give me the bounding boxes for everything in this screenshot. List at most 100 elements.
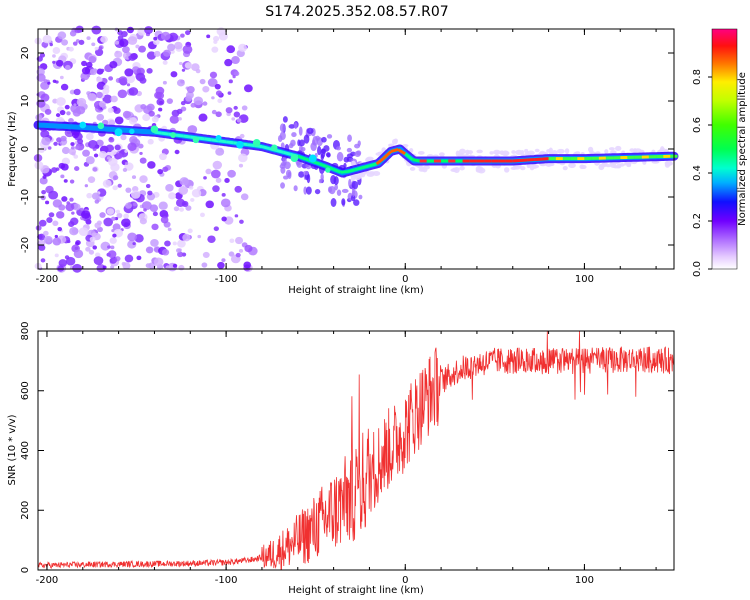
snr-series bbox=[37, 330, 675, 571]
spectrogram-noise-blob bbox=[145, 246, 154, 254]
spectrogram-smear-blob bbox=[312, 136, 319, 146]
spectrogram-noise-blob bbox=[42, 230, 49, 236]
spectrogram-noise-blob bbox=[238, 43, 248, 52]
spectrogram-ridge-segment bbox=[369, 162, 377, 168]
spectrogram-noise-blob bbox=[129, 117, 138, 125]
snr-panel: -200 -100 0 100 0 200 400 600 800 Height of str… bbox=[7, 321, 675, 596]
spectrogram-noise-blob bbox=[176, 79, 185, 87]
spectrogram-halo-blob bbox=[610, 164, 617, 168]
spectrogram-noise-blob bbox=[73, 154, 79, 159]
spectrogram-noise-blob bbox=[172, 263, 178, 268]
spectrogram-noise-blob bbox=[239, 219, 244, 224]
spectrogram-noise-blob bbox=[73, 103, 77, 107]
spectrogram-halo-blob bbox=[354, 174, 361, 179]
spectrogram-noise-blob bbox=[179, 177, 189, 186]
spectrogram-y-tick-label: -20 bbox=[20, 237, 31, 253]
spectrogram-smear-blob bbox=[280, 182, 285, 189]
spectrogram-noise-blob bbox=[240, 193, 249, 201]
spectrogram-noise-blob bbox=[207, 235, 216, 244]
spectrogram-noise-blob bbox=[149, 204, 159, 212]
spectrogram-noise-blob bbox=[72, 108, 82, 117]
spectrogram-noise-blob bbox=[185, 95, 193, 102]
spectrogram-noise-blob bbox=[114, 40, 120, 45]
spectrogram-noise-blob bbox=[77, 138, 84, 144]
spectrogram-ridge-dot bbox=[215, 134, 222, 141]
spectrogram-noise-blob bbox=[234, 214, 239, 218]
spectrogram-halo-blob bbox=[453, 166, 460, 173]
spectrogram-noise-blob bbox=[178, 186, 189, 195]
spectrogram-noise-blob bbox=[102, 94, 113, 104]
spectrogram-ridge-segment bbox=[225, 140, 234, 145]
spectrogram-noise-blob bbox=[160, 31, 171, 41]
spectrogram-noise-blob bbox=[151, 223, 159, 231]
spectrogram-noise-blob bbox=[190, 198, 195, 202]
spectrogram-noise-blob bbox=[176, 248, 182, 253]
colorbar-tick-label: 0.0 bbox=[692, 261, 703, 277]
spectrogram-noise-blob bbox=[168, 192, 177, 200]
spectrogram-noise-blob bbox=[100, 35, 108, 43]
spectrogram-ridge-segment bbox=[283, 150, 291, 156]
spectrogram-noise-blob bbox=[206, 34, 211, 39]
spectrogram-noise-blob bbox=[162, 60, 168, 65]
spectrogram-halo-blob bbox=[616, 163, 622, 169]
spectrogram-noise-blob bbox=[159, 153, 167, 161]
spectrogram-noise-blob bbox=[127, 36, 138, 45]
spectrogram-noise-blob bbox=[221, 258, 226, 263]
spectrogram-ridge-dot bbox=[79, 121, 87, 129]
spectrogram-smear-blob bbox=[336, 189, 342, 196]
spectrogram-noise-blob bbox=[174, 149, 180, 155]
spectrogram-smear-blob bbox=[341, 188, 349, 194]
spectrogram-noise-blob bbox=[187, 228, 193, 234]
spectrogram-noise-blob bbox=[139, 175, 148, 183]
spectrogram-noise-blob bbox=[55, 113, 61, 118]
spectrogram-noise-blob bbox=[184, 62, 193, 69]
spectrogram-noise-blob bbox=[227, 91, 232, 95]
spectrogram-halo-blob bbox=[504, 167, 510, 173]
spectrogram-smear-blob bbox=[279, 131, 286, 141]
spectrogram-noise-blob bbox=[125, 187, 132, 193]
spectrogram-noise-blob bbox=[88, 139, 98, 149]
spectrogram-smear-blob bbox=[326, 134, 333, 139]
spectrogram-halo-blob bbox=[562, 166, 568, 171]
spectrogram-noise-blob bbox=[231, 56, 240, 64]
spectrogram-noise-blob bbox=[42, 175, 47, 179]
spectrogram-smear-blob bbox=[296, 160, 303, 168]
spectrogram-noise-blob bbox=[117, 89, 128, 99]
spectrogram-noise-blob bbox=[130, 190, 141, 199]
spectrogram-halo-blob bbox=[423, 165, 431, 170]
spectrogram-noise-blob bbox=[91, 42, 96, 47]
snr-y-tick-label: 600 bbox=[20, 381, 31, 400]
spectrogram-noise-blob bbox=[169, 115, 180, 124]
colorbar-ticks: 0.0 0.2 0.4 0.6 0.8 bbox=[692, 69, 712, 277]
spectrogram-noise-blob bbox=[61, 157, 71, 166]
spectrogram-noise-blob bbox=[69, 227, 79, 236]
spectrogram-smear-blob bbox=[325, 152, 331, 158]
spectrogram-noise-blob bbox=[213, 35, 220, 42]
spectrogram-noise-blob bbox=[107, 107, 114, 113]
spectrogram-ridge-segment bbox=[247, 143, 255, 148]
spectrogram-halo-blob bbox=[476, 149, 483, 154]
spectrogram-noise-blob bbox=[131, 175, 137, 180]
spectrogram-noise-blob bbox=[205, 168, 212, 175]
spectrogram-noise-blob bbox=[59, 75, 64, 80]
spectrogram-ridge-dot bbox=[97, 122, 105, 130]
spectrogram-noise-blob bbox=[217, 261, 225, 269]
spectrogram-noise-blob bbox=[94, 46, 99, 51]
spectrogram-noise-blob bbox=[226, 45, 236, 54]
spectrogram-noise-blob bbox=[178, 117, 182, 121]
spectrogram-noise-blob bbox=[41, 136, 51, 146]
snr-x-label: Height of straight line (km) bbox=[288, 585, 424, 596]
spectrogram-smear-blob bbox=[282, 155, 287, 166]
spectrogram-noise-blob bbox=[48, 212, 55, 218]
colorbar-tick-label: 0.2 bbox=[692, 213, 703, 229]
spectrogram-noise-blob bbox=[119, 38, 129, 48]
spectrogram-smear-blob bbox=[303, 134, 310, 144]
spectrogram-smear-blob bbox=[318, 178, 323, 184]
spectrogram-halo-blob bbox=[556, 148, 565, 154]
spectrogram-noise-blob bbox=[115, 209, 121, 214]
spectrogram-noise-blob bbox=[128, 87, 139, 96]
spectrogram-noise-blob bbox=[74, 145, 80, 150]
spectrogram-halo-blob bbox=[465, 149, 470, 155]
spectrogram-y-tick-label: 20 bbox=[20, 47, 31, 60]
